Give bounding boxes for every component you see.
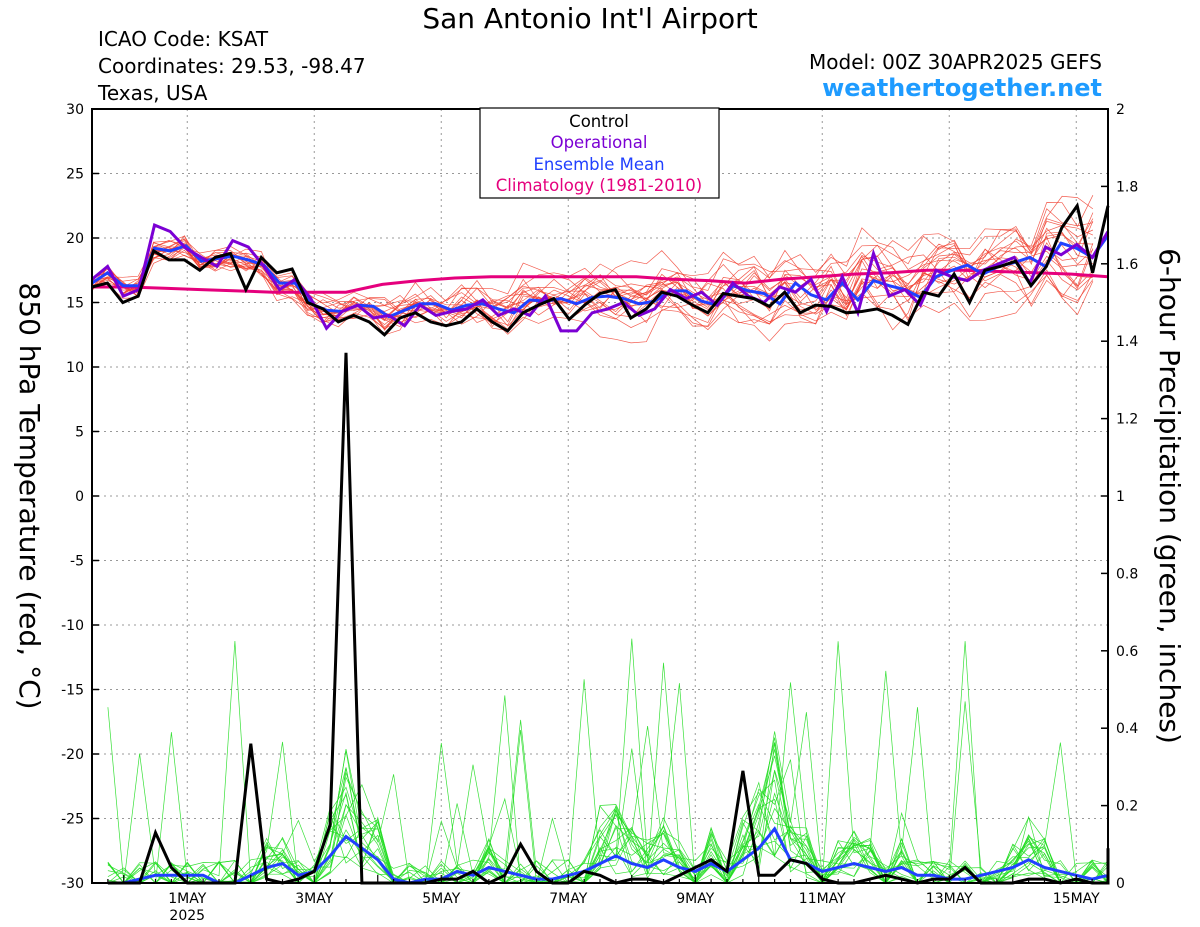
x-tick-label: 3MAY [295,891,333,907]
x-tick-label: 13MAY [926,891,973,907]
legend-ensemble-mean: Ensemble Mean [533,155,664,174]
y-tick-label: 15 [66,296,84,312]
y-tick-label: -30 [61,876,84,892]
legend-control: Control [569,112,629,131]
y2-tick-label: 1.2 [1116,412,1138,428]
member-temp-line [91,233,1094,330]
y2-tick-label: 1.4 [1116,334,1138,350]
model-run: Model: 00Z 30APR2025 GEFS [809,50,1102,74]
member-precip-line [107,648,1109,884]
y-tick-label: -10 [61,618,84,634]
legend-operational: Operational [551,133,648,152]
y-axis-left-label: 850 hPa Temperature (red, °C) [13,282,46,709]
member-temp-line [91,238,1094,325]
y2-tick-label: 2 [1116,102,1125,118]
y2-tick-label: 1.6 [1116,257,1138,273]
y2-tick-label: 0.8 [1116,566,1138,582]
y-tick-label: 5 [75,425,84,441]
legend-box: Control Operational Ensemble Mean Climat… [479,107,720,199]
y2-tick-label: 0.2 [1116,799,1138,815]
operational-temp-line [91,223,1110,333]
y2-tick-label: 1.8 [1116,179,1138,195]
site-link[interactable]: weathertogether.net [822,74,1102,102]
coordinates: Coordinates: 29.53, -98.47 [98,54,366,78]
y-tick-label: 20 [66,231,84,247]
y-tick-label: 25 [66,167,84,183]
y2-tick-label: 0 [1116,876,1125,892]
grid-lines [92,109,1108,883]
member-temp-line [91,225,1094,321]
member-temp-line [91,218,1094,328]
member-precip-line [107,670,1109,884]
x-tick-sublabel: 2025 [169,908,205,924]
control-precip-line [107,352,1110,885]
x-tick-label: 5MAY [422,891,460,907]
x-tick-label: 9MAY [676,891,714,907]
x-tick-label: 7MAY [549,891,587,907]
y-tick-label: -5 [70,554,84,570]
y-axis-right-label: 6-hour Precipitation (green, inches) [1153,248,1186,744]
plot-frame [91,108,1109,884]
y-tick-label: -20 [61,747,84,763]
y2-tick-label: 1 [1116,489,1125,505]
y-tick-label: -25 [61,812,84,828]
chart-title: San Antonio Int'l Airport [422,2,758,35]
control-temp-line [91,202,1110,337]
x-tick-label: 15MAY [1053,891,1100,907]
region: Texas, USA [98,81,208,105]
y-tick-label: 10 [66,360,84,376]
legend-climatology: Climatology (1981-2010) [496,176,702,195]
member-precip-line [107,695,1109,885]
y-tick-label: 0 [75,489,84,505]
x-tick-label: 1MAY [168,891,206,907]
icao-code: ICAO Code: KSAT [98,27,269,51]
mean-precip-line [107,826,1110,885]
y-tick-label: 30 [66,102,84,118]
member-precip-line [107,654,1109,885]
y2-tick-label: 0.4 [1116,721,1138,737]
main-series [91,202,1110,885]
y-tick-label: -15 [61,683,84,699]
x-tick-label: 11MAY [799,891,846,907]
axes: 302520151050-5-10-15-20-25-3021.81.61.41… [61,102,1138,924]
ensemble-precip-lines [107,636,1109,885]
y2-tick-label: 0.6 [1116,644,1138,660]
